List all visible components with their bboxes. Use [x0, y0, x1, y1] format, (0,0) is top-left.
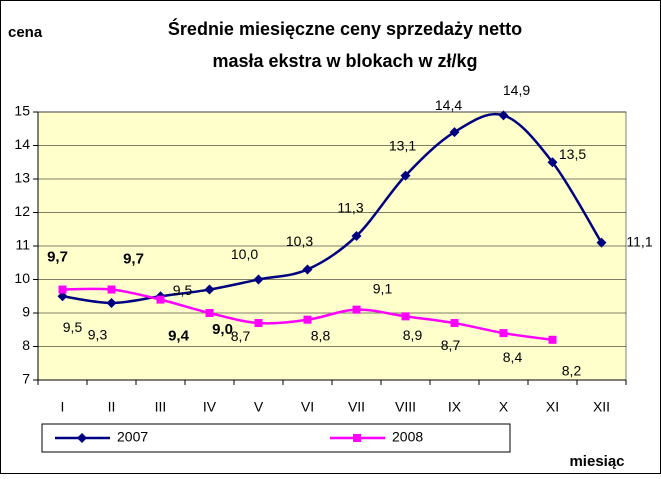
- chart-title: Średnie miesięczne ceny sprzedaży netto: [168, 18, 522, 39]
- marker: [302, 264, 313, 275]
- data-label: 10,3: [286, 233, 313, 249]
- marker: [499, 329, 508, 338]
- marker: [450, 319, 459, 328]
- data-label: 10,0: [231, 246, 258, 262]
- marker: [107, 285, 116, 294]
- marker: [58, 285, 67, 294]
- data-label: 8,7: [231, 328, 251, 344]
- marker: [205, 309, 214, 317]
- x-tick-label: V: [254, 399, 264, 415]
- x-tick-label: IV: [203, 399, 217, 415]
- data-label: 11,3: [337, 200, 363, 216]
- x-tick-label: VI: [301, 399, 314, 415]
- data-label: 9,4: [168, 328, 190, 345]
- marker: [353, 434, 361, 442]
- x-tick-label: I: [61, 399, 65, 415]
- marker: [400, 170, 411, 181]
- marker: [303, 315, 312, 324]
- x-tick-label: XI: [546, 399, 559, 415]
- y-tick-label: 11: [15, 237, 30, 253]
- marker: [106, 297, 117, 308]
- marker: [596, 237, 607, 248]
- marker: [57, 291, 68, 302]
- marker: [156, 295, 165, 304]
- data-label: 8,8: [311, 327, 331, 343]
- x-tick-label: IX: [448, 399, 462, 415]
- marker: [547, 157, 558, 168]
- x-tick-label: XII: [593, 399, 610, 415]
- marker: [449, 127, 460, 138]
- marker: [254, 319, 263, 328]
- marker: [204, 284, 215, 295]
- chart-subtitle: masła ekstra w blokach w zł/kg: [212, 51, 477, 71]
- y-tick-label: 7: [22, 371, 30, 387]
- data-label: 9,5: [63, 319, 83, 335]
- y-axis-label: cena: [8, 24, 43, 41]
- y-tick-label: 15: [14, 103, 30, 119]
- data-label: 8,4: [503, 349, 523, 365]
- data-label: 9,5: [173, 282, 193, 298]
- y-tick-label: 14: [14, 136, 30, 152]
- y-tick-label: 10: [14, 270, 30, 286]
- data-label: 11,1: [626, 233, 652, 249]
- x-tick-label: III: [155, 399, 167, 415]
- data-label: 9,1: [373, 280, 393, 296]
- data-label: 8,2: [562, 363, 582, 379]
- marker: [352, 305, 361, 314]
- x-axis-label: miesiąc: [569, 453, 624, 470]
- data-label: 8,7: [441, 337, 461, 353]
- marker: [351, 230, 362, 241]
- legend-box: [41, 423, 511, 453]
- data-label: 14,4: [435, 97, 462, 113]
- data-label: 13,5: [559, 146, 586, 162]
- marker: [253, 274, 264, 285]
- data-label: 13,1: [389, 137, 416, 153]
- y-tick-label: 13: [14, 170, 30, 186]
- legend-label: 2008: [392, 429, 423, 445]
- data-label: 9,3: [88, 327, 108, 343]
- x-tick-label: VII: [348, 399, 365, 415]
- x-tick-label: VIII: [395, 399, 416, 415]
- marker: [498, 110, 509, 121]
- data-label: 9,0: [212, 321, 233, 338]
- marker: [548, 335, 557, 344]
- data-label: 8,9: [403, 327, 423, 343]
- marker: [77, 433, 87, 443]
- y-tick-label: 9: [22, 304, 30, 320]
- data-label: 14,9: [503, 82, 530, 98]
- x-tick-label: II: [108, 399, 116, 415]
- y-tick-label: 8: [22, 337, 30, 353]
- data-label: 9,7: [123, 251, 144, 268]
- data-label: 9,7: [47, 249, 68, 266]
- x-tick-label: X: [499, 399, 509, 415]
- marker: [401, 312, 410, 321]
- y-tick-label: 12: [14, 203, 30, 219]
- legend-label: 2007: [117, 429, 148, 445]
